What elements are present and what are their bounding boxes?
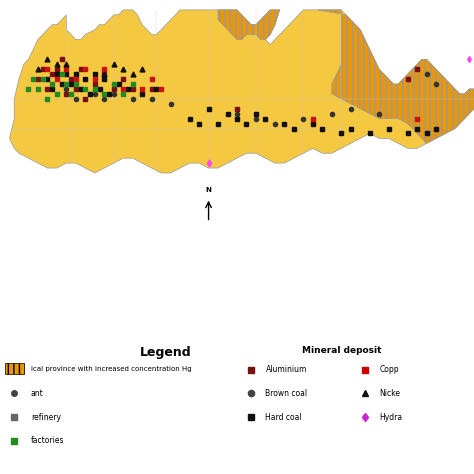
Text: Aluminium: Aluminium bbox=[265, 365, 307, 374]
Text: factories: factories bbox=[31, 437, 64, 445]
Polygon shape bbox=[318, 10, 474, 143]
Polygon shape bbox=[9, 10, 474, 173]
Text: N: N bbox=[206, 187, 211, 193]
Polygon shape bbox=[218, 10, 280, 39]
Text: Mineral deposit: Mineral deposit bbox=[301, 346, 381, 355]
Text: Hydra: Hydra bbox=[379, 413, 402, 421]
Text: Legend: Legend bbox=[140, 346, 191, 359]
Text: ant: ant bbox=[31, 389, 44, 398]
Text: Brown coal: Brown coal bbox=[265, 389, 308, 398]
Text: Hard coal: Hard coal bbox=[265, 413, 302, 421]
Text: refinery: refinery bbox=[31, 413, 61, 421]
Bar bbox=[5, 363, 24, 374]
Text: Copp: Copp bbox=[379, 365, 399, 374]
Text: Nicke: Nicke bbox=[379, 389, 400, 398]
Text: ical province with increased concentration Hg: ical province with increased concentrati… bbox=[31, 366, 191, 372]
